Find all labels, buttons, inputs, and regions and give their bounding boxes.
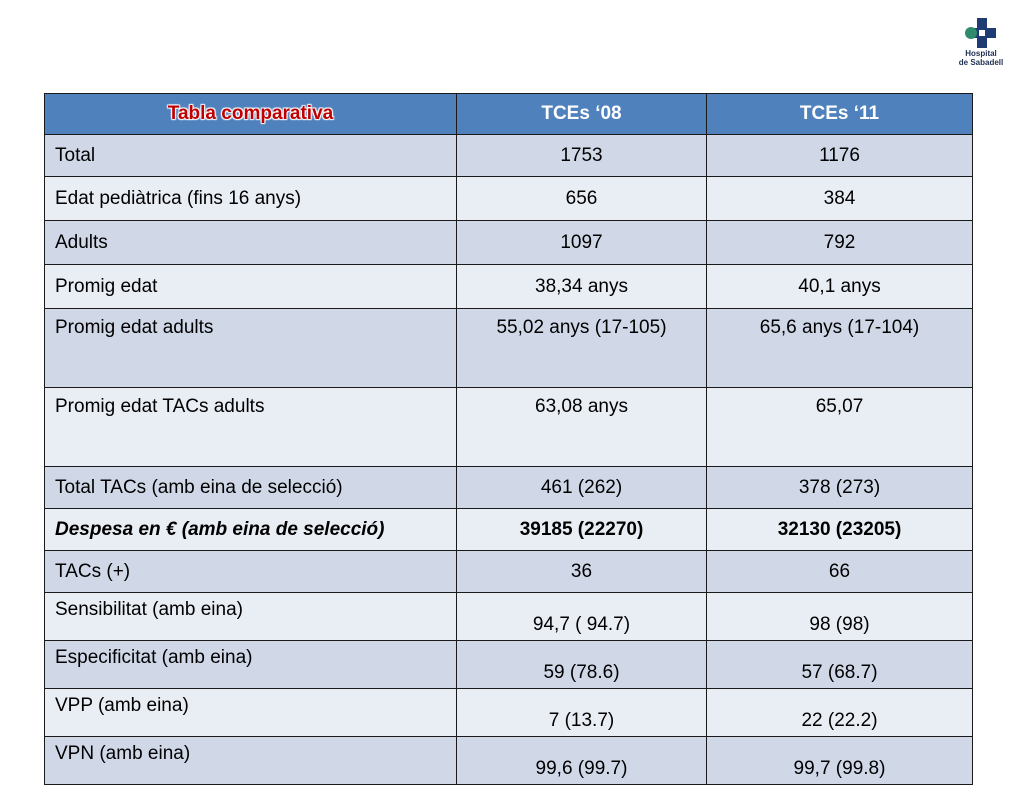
logo-line-2: de Sabadell xyxy=(958,58,1004,67)
row-label: Sensibilitat (amb eina) xyxy=(44,592,457,641)
table-row-total: Total 1753 1176 xyxy=(44,134,973,177)
cell-11: 384 xyxy=(706,176,973,221)
table-row-vpn: VPN (amb eina) 99,6 (99.7) 99,7 (99.8) xyxy=(44,736,973,785)
table-row-adults: Adults 1097 792 xyxy=(44,220,973,265)
logo-text: Hospital de Sabadell xyxy=(946,49,1016,67)
row-label: Edat pediàtrica (fins 16 anys) xyxy=(44,176,457,221)
cell-08: 99,6 (99.7) xyxy=(456,736,707,785)
row-label: TACs (+) xyxy=(44,550,457,593)
cell-11: 65,6 anys (17-104) xyxy=(706,308,973,388)
cell-08: 55,02 anys (17-105) xyxy=(456,308,707,388)
cell-08: 94,7 ( 94.7) xyxy=(456,592,707,641)
cell-11: 792 xyxy=(706,220,973,265)
cell-11: 32130 (23205) xyxy=(706,508,973,551)
hospital-cross-icon xyxy=(965,18,996,48)
cell-11: 98 (98) xyxy=(706,592,973,641)
row-label: Adults xyxy=(44,220,457,265)
column-header-08: TCEs ‘08 xyxy=(456,93,707,135)
comparison-table: Tabla comparativa TCEs ‘08 TCEs ‘11 Tota… xyxy=(44,93,973,785)
cell-08: 1097 xyxy=(456,220,707,265)
cell-08: 63,08 anys xyxy=(456,387,707,467)
cell-08: 656 xyxy=(456,176,707,221)
cell-11: 40,1 anys xyxy=(706,264,973,309)
row-label: Promig edat TACs adults xyxy=(44,387,457,467)
table-row-specificity: Especificitat (amb eina) 59 (78.6) 57 (6… xyxy=(44,640,973,689)
cell-08: 7 (13.7) xyxy=(456,688,707,737)
cell-11: 57 (68.7) xyxy=(706,640,973,689)
row-label: Promig edat xyxy=(44,264,457,309)
row-label: Despesa en € (amb eina de selecció) xyxy=(44,508,457,551)
row-label: VPN (amb eina) xyxy=(44,736,457,785)
cell-11: 99,7 (99.8) xyxy=(706,736,973,785)
cell-08: 59 (78.6) xyxy=(456,640,707,689)
column-header-11: TCEs ‘11 xyxy=(706,93,973,135)
cell-11: 378 (273) xyxy=(706,466,973,509)
cell-08: 461 (262) xyxy=(456,466,707,509)
table-row-vpp: VPP (amb eina) 7 (13.7) 22 (22.2) xyxy=(44,688,973,737)
cell-11: 22 (22.2) xyxy=(706,688,973,737)
table-row-tacs-positive: TACs (+) 36 66 xyxy=(44,550,973,593)
table-row-mean-age-tac-adults: Promig edat TACs adults 63,08 anys 65,07 xyxy=(44,387,973,467)
row-label: VPP (amb eina) xyxy=(44,688,457,737)
logo-line-1: Hospital xyxy=(965,49,997,58)
cell-08: 39185 (22270) xyxy=(456,508,707,551)
cell-11: 65,07 xyxy=(706,387,973,467)
row-label: Total xyxy=(44,134,457,177)
cell-08: 36 xyxy=(456,550,707,593)
table-row-pediatric: Edat pediàtrica (fins 16 anys) 656 384 xyxy=(44,176,973,221)
hospital-logo: Hospital de Sabadell xyxy=(946,18,1016,78)
row-label: Especificitat (amb eina) xyxy=(44,640,457,689)
row-label: Total TACs (amb eina de selecció) xyxy=(44,466,457,509)
table-row-mean-age: Promig edat 38,34 anys 40,1 anys xyxy=(44,264,973,309)
table-row-expense: Despesa en € (amb eina de selecció) 3918… xyxy=(44,508,973,551)
table-header-row: Tabla comparativa TCEs ‘08 TCEs ‘11 xyxy=(44,93,973,135)
table-row-sensitivity: Sensibilitat (amb eina) 94,7 ( 94.7) 98 … xyxy=(44,592,973,641)
cell-08: 38,34 anys xyxy=(456,264,707,309)
cell-08: 1753 xyxy=(456,134,707,177)
table-title: Tabla comparativa xyxy=(44,93,457,135)
cell-11: 1176 xyxy=(706,134,973,177)
table-row-total-tacs: Total TACs (amb eina de selecció) 461 (2… xyxy=(44,466,973,509)
table-row-mean-age-adults: Promig edat adults 55,02 anys (17-105) 6… xyxy=(44,308,973,388)
row-label: Promig edat adults xyxy=(44,308,457,388)
cell-11: 66 xyxy=(706,550,973,593)
